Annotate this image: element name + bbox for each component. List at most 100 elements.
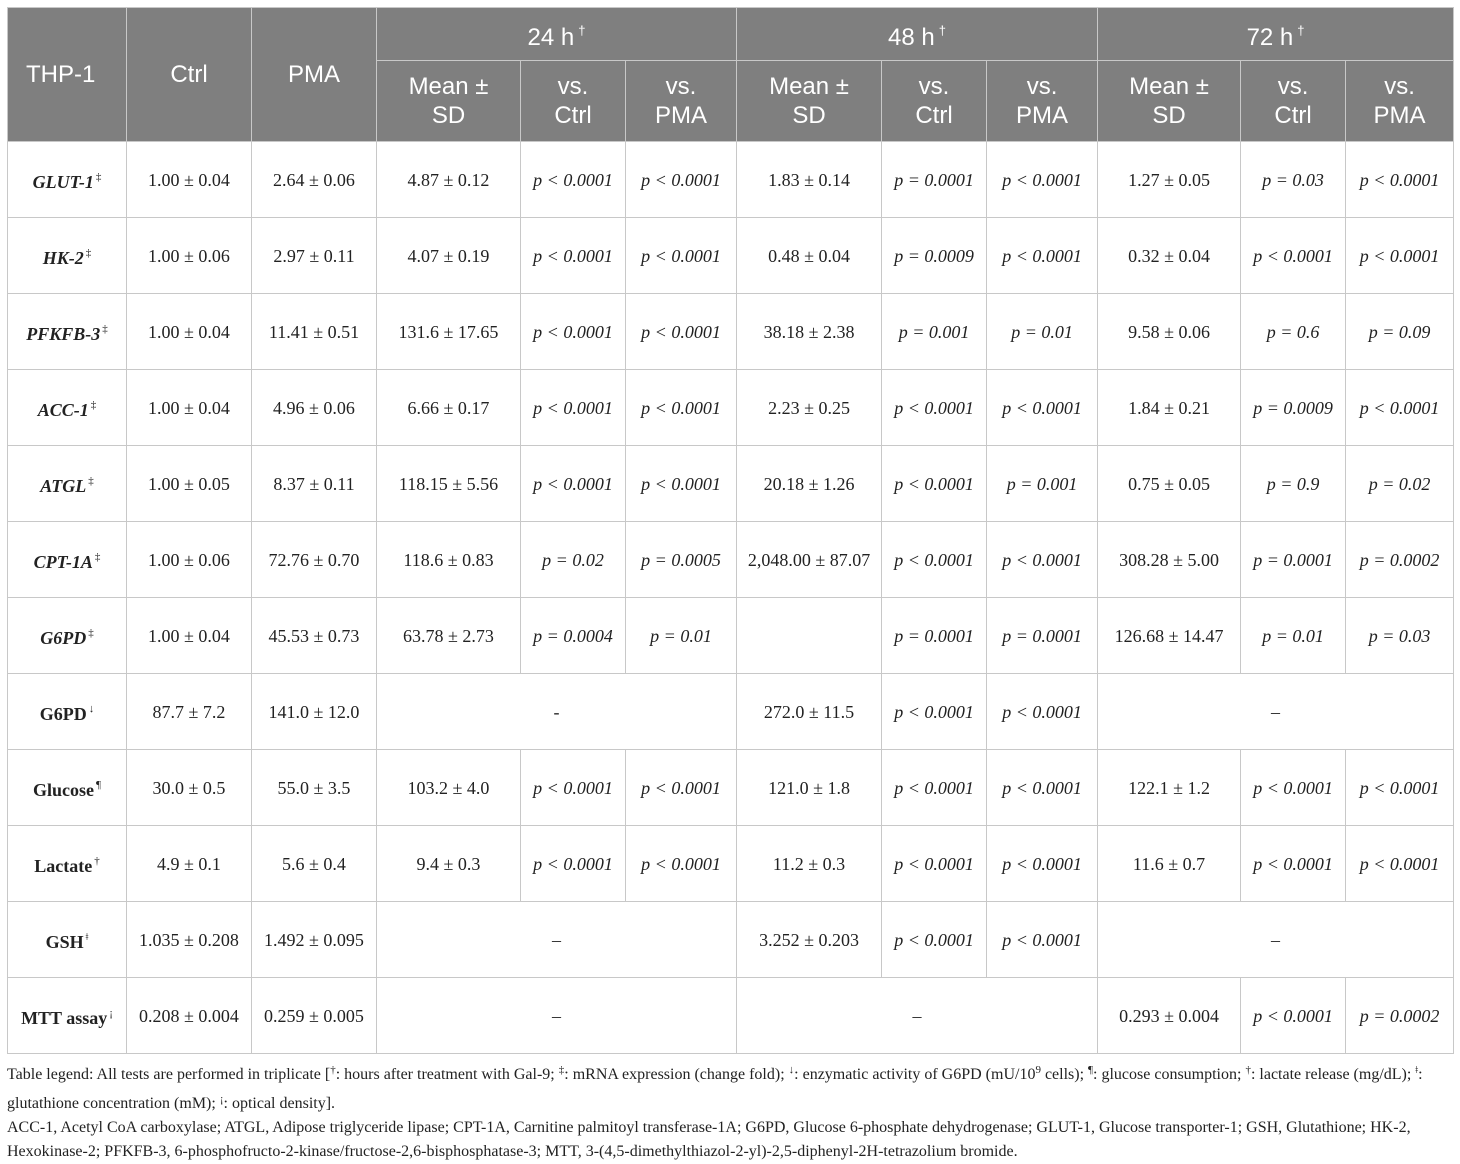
p-value-vs-pma: p < 0.0001 (624, 141, 738, 218)
table-row: Lactate † 4.9 ± 0.1 5.6 ± 0.4 9.4 ± 0.3 p < 0… (7, 825, 1455, 902)
mean-sd-value: 63.78 ± 2.73 (376, 597, 521, 674)
p-value-vs-ctrl: p < 0.0001 (881, 825, 988, 902)
table-row: GLUT-1 ‡ 1.00 ± 0.04 2.64 ± 0.06 4.87 ± 0.12… (7, 141, 1455, 218)
pma-value: 2.97 ± 0.11 (251, 217, 377, 294)
p-value-vs-pma: p < 0.0001 (624, 749, 738, 826)
p-value-vs-pma: p < 0.0001 (986, 901, 1099, 978)
ctrl-value: 1.00 ± 0.04 (126, 369, 252, 446)
mean-sd-value: 9.58 ± 0.06 (1097, 293, 1242, 370)
p-value-vs-ctrl: p = 0.001 (881, 293, 988, 370)
mean-sd-value: 38.18 ± 2.38 (736, 293, 883, 370)
p-value-vs-pma: p < 0.0001 (986, 825, 1099, 902)
table-row: HK-2 ‡ 1.00 ± 0.06 2.97 ± 0.11 4.07 ± 0.19 p … (7, 217, 1455, 294)
row-label: ATGL ‡ (7, 445, 127, 522)
p-value-vs-pma: p < 0.0001 (1345, 825, 1455, 902)
footnote-mark: ‡ (94, 551, 101, 563)
pma-value: 0.259 ± 0.005 (251, 977, 377, 1054)
p-value-vs-ctrl: p < 0.0001 (1240, 825, 1347, 902)
footnote-mark: ‡ (102, 323, 108, 335)
p-value-vs-ctrl: p = 0.02 (520, 521, 626, 598)
row-label: Glucose ¶ (7, 749, 127, 826)
pma-value: 1.492 ± 0.095 (251, 901, 377, 978)
header-vs-ctrl: vs. Ctrl (1240, 60, 1347, 142)
mean-sd-value: 118.6 ± 0.83 (376, 521, 521, 598)
pma-value: 45.53 ± 0.73 (251, 597, 377, 674)
p-value-vs-pma: p = 0.09 (1345, 293, 1455, 370)
legend-symbol: ↓ (788, 1064, 795, 1076)
empty-group: – (375, 901, 738, 978)
row-label: CPT-1A ‡ (7, 521, 127, 598)
table-row: Glucose ¶ 30.0 ± 0.5 55.0 ± 3.5 103.2 ± 4.0 p… (7, 749, 1455, 826)
mean-sd-value: 0.32 ± 0.04 (1097, 217, 1242, 294)
ctrl-value: 87.7 ± 7.2 (126, 673, 252, 750)
ctrl-value: 1.00 ± 0.06 (126, 217, 252, 294)
empty-group: – (1097, 673, 1455, 750)
row-label: PFKFB-3 ‡ (7, 293, 127, 370)
p-value-vs-pma: p = 0.01 (986, 293, 1099, 370)
mean-sd-value: 131.6 ± 17.65 (376, 293, 521, 370)
empty-group: – (736, 977, 1099, 1054)
legend-text: : glucose consumption; (1093, 1066, 1246, 1083)
mean-sd-value: 121.0 ± 1.8 (736, 749, 883, 826)
dagger-mark: † (938, 23, 946, 38)
p-value-vs-ctrl: p < 0.0001 (520, 749, 626, 826)
mean-sd-value: 0.48 ± 0.04 (736, 217, 883, 294)
dagger-mark: † (578, 23, 586, 38)
legend-symbol: 9 (1035, 1064, 1041, 1076)
mean-sd-value: 0.293 ± 0.004 (1097, 977, 1242, 1054)
row-label: HK-2 ‡ (7, 217, 127, 294)
row-label: GLUT-1 ‡ (7, 141, 127, 218)
mean-sd-value: 2.23 ± 0.25 (736, 369, 883, 446)
p-value-vs-pma: p = 0.02 (1345, 445, 1455, 522)
p-value-vs-pma: p = 0.03 (1345, 597, 1455, 674)
p-value-vs-ctrl: p < 0.0001 (520, 825, 626, 902)
header-ctrl: Ctrl (126, 7, 252, 142)
header-group-72h: 72 h † (1097, 7, 1455, 61)
p-value-vs-pma: p < 0.0001 (624, 369, 738, 446)
legend-text: : glutathione concentration (mM); (7, 1066, 1423, 1112)
p-value-vs-ctrl: p < 0.0001 (881, 369, 988, 446)
pma-value: 141.0 ± 12.0 (251, 673, 377, 750)
footnote-mark: ¡ (109, 1007, 113, 1019)
p-value-vs-ctrl: p < 0.0001 (520, 445, 626, 522)
pma-value: 72.76 ± 0.70 (251, 521, 377, 598)
p-value-vs-pma: p = 0.0002 (1345, 521, 1455, 598)
p-value-vs-ctrl: p = 0.0004 (520, 597, 626, 674)
ctrl-value: 1.00 ± 0.04 (126, 597, 252, 674)
footnote-mark: † (94, 855, 100, 867)
p-value-vs-ctrl: p < 0.0001 (1240, 749, 1347, 826)
p-value-vs-pma: p < 0.0001 (624, 825, 738, 902)
table-row: GSH ǂ 1.035 ± 0.208 1.492 ± 0.095–3.252 ± 0… (7, 901, 1455, 978)
pma-value: 11.41 ± 0.51 (251, 293, 377, 370)
p-value-vs-ctrl: p = 0.01 (1240, 597, 1347, 674)
legend-symbol: ‡ (558, 1064, 565, 1076)
table-row: ATGL ‡ 1.00 ± 0.05 8.37 ± 0.11 118.15 ± 5.56… (7, 445, 1455, 522)
header-vs-ctrl: vs. Ctrl (881, 60, 988, 142)
mean-sd-value: 308.28 ± 5.00 (1097, 521, 1242, 598)
mean-sd-value: 20.18 ± 1.26 (736, 445, 883, 522)
empty-group: - (375, 673, 738, 750)
p-value-vs-ctrl: p < 0.0001 (520, 293, 626, 370)
mean-sd-value: 1.84 ± 0.21 (1097, 369, 1242, 446)
header-vs-pma: vs. PMA (624, 60, 738, 142)
p-value-vs-ctrl: p < 0.0001 (1240, 217, 1347, 294)
p-value-vs-pma: p < 0.0001 (986, 369, 1099, 446)
table-row: MTT assay ¡ 0.208 ± 0.004 0.259 ± 0.005– –0.… (7, 977, 1455, 1054)
header-mean-sd: Mean ± SD (736, 60, 883, 142)
ctrl-value: 4.9 ± 0.1 (126, 825, 252, 902)
mean-sd-value: 11.2 ± 0.3 (736, 825, 883, 902)
table-legend: Table legend: All tests are performed in… (7, 1058, 1453, 1164)
mean-sd-value: 0.75 ± 0.05 (1097, 445, 1242, 522)
p-value-vs-pma: p = 0.0005 (624, 521, 738, 598)
p-value-vs-ctrl: p < 0.0001 (881, 521, 988, 598)
p-value-vs-ctrl: p < 0.0001 (520, 369, 626, 446)
p-value-vs-pma: p < 0.0001 (624, 217, 738, 294)
p-value-vs-ctrl: p = 0.0001 (1240, 521, 1347, 598)
mean-sd-value: 122.1 ± 1.2 (1097, 749, 1242, 826)
footnote-mark: ‡ (88, 475, 94, 487)
mean-sd-value (736, 597, 883, 674)
mean-sd-value: 6.66 ± 0.17 (376, 369, 521, 446)
header-group-48h: 48 h † (736, 7, 1099, 61)
table-row: ACC-1 ‡ 1.00 ± 0.04 4.96 ± 0.06 6.66 ± 0.17 p… (7, 369, 1455, 446)
legend-symbol: ¡ (219, 1093, 224, 1105)
